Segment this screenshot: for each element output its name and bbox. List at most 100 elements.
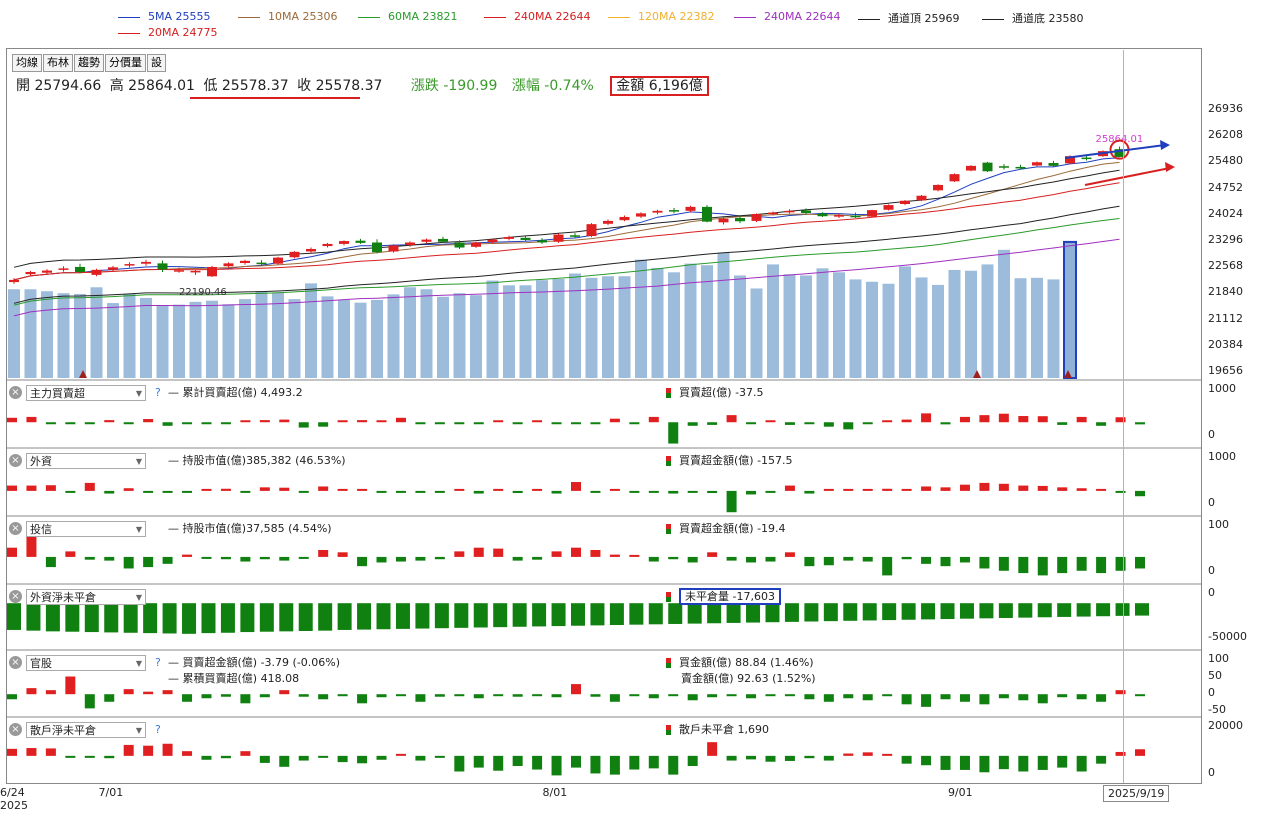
close-icon[interactable]: × [9, 723, 22, 736]
indicator-bar [240, 694, 251, 704]
indicator-tick-label: 50 [1208, 669, 1222, 682]
indicator-bar [823, 603, 838, 622]
indicator-bar [415, 603, 430, 629]
legend-label: 10MA 25306 [268, 10, 338, 23]
help-icon[interactable]: ? [155, 723, 161, 736]
legend-line-swatch [982, 18, 1004, 20]
indicator-bar [337, 694, 348, 697]
volume-bar [503, 285, 515, 378]
indicator-bar [979, 755, 990, 773]
indicator-bar [1037, 485, 1048, 491]
chevron-down-icon: ▼ [135, 389, 142, 398]
candle-body [9, 279, 19, 283]
indicator-bar [765, 490, 776, 493]
candle-body [718, 218, 729, 223]
open-value: 開 25794.66 [16, 78, 102, 94]
volume-bar [338, 299, 350, 378]
indicator-bar [668, 603, 683, 624]
indicator-bar [337, 488, 348, 491]
ma-button[interactable]: 均線 [12, 54, 42, 72]
volume-bar [932, 284, 944, 378]
indicator-bar [1037, 416, 1048, 423]
indicator-bar [298, 490, 309, 493]
indicator-select-label: 官股 [30, 657, 52, 670]
candle-body [256, 262, 267, 265]
indicator-bar [493, 603, 508, 628]
help-icon[interactable]: ? [155, 386, 161, 399]
indicator-bar [1135, 556, 1145, 569]
candle-body [1032, 162, 1042, 166]
indicator-bar [357, 420, 368, 423]
volume-bar [668, 272, 680, 378]
volume-profile-button[interactable]: 分價量 [105, 54, 146, 72]
bollinger-button[interactable]: 布林 [43, 54, 73, 72]
ohlc-readout: 開 25794.66 高 25864.01 低 25578.37 收 25578… [16, 75, 713, 96]
indicator-select[interactable]: 散戶淨未平倉 ▼ [26, 722, 146, 738]
indicator-bar [590, 694, 601, 697]
indicator-bar [415, 694, 426, 702]
indicator-bar [1076, 416, 1087, 423]
indicator-bar [376, 755, 387, 760]
indicator-bar [765, 694, 776, 697]
close-icon[interactable]: × [9, 454, 22, 467]
indicator-bar [532, 603, 547, 627]
indicator-bar [298, 694, 309, 697]
indicator-bar [415, 755, 426, 761]
indicator-bar [201, 422, 212, 425]
close-icon[interactable]: × [9, 522, 22, 535]
indicator-bar [998, 413, 1009, 423]
indicator-bar [357, 694, 368, 704]
indicator-bar [726, 755, 737, 761]
indicator-bar [862, 422, 873, 425]
indicator-bar [84, 603, 99, 633]
candle-body [586, 224, 597, 237]
indicator-bar [7, 485, 17, 491]
volume-bar [866, 281, 878, 378]
indicator-bar [298, 556, 309, 559]
indicator-select[interactable]: 主力買賣超 ▼ [26, 385, 146, 401]
bar-value-text: 散戶未平倉 1,690 [666, 721, 769, 737]
indicator-bar [1076, 694, 1087, 700]
close-icon[interactable]: × [9, 590, 22, 603]
indicator-select[interactable]: 官股 ▼ [26, 655, 146, 671]
volume-bar [206, 300, 218, 378]
indicator-bar [512, 694, 523, 697]
indicator-bar [45, 422, 56, 425]
indicator-bar [921, 694, 932, 707]
indicator-bar [182, 422, 193, 425]
arrow-head-icon [1160, 140, 1170, 150]
indicator-bar [590, 490, 601, 493]
indicator-bar [1037, 755, 1048, 770]
candle-body [603, 220, 613, 224]
close-icon[interactable]: × [9, 386, 22, 399]
indicator-bar [493, 488, 504, 491]
trend-button[interactable]: 趨勢 [74, 54, 104, 72]
indicator-bar [707, 422, 718, 425]
indicator-select[interactable]: 外資淨未平倉 ▼ [26, 589, 146, 605]
legend-label: 240MA 22644 [764, 10, 841, 23]
indicator-bar [1018, 556, 1029, 574]
help-icon[interactable]: ? [155, 656, 161, 669]
indicator-bar [473, 422, 484, 425]
indicator-bar [648, 755, 659, 769]
indicator-bar [687, 490, 698, 493]
volume-bar [998, 249, 1010, 378]
indicator-select[interactable]: 投信 ▼ [26, 521, 146, 537]
indicator-bar [629, 490, 640, 493]
bar-value-text: 買賣超金額(億) -157.5 [666, 452, 793, 468]
indicator-bar [162, 556, 173, 564]
close-icon[interactable]: × [9, 656, 22, 669]
indicator-bar [882, 420, 893, 423]
indicator-select-label: 外資淨未平倉 [30, 591, 96, 604]
volume-bar [123, 293, 136, 378]
indicator-bar [318, 549, 329, 557]
indicator-bar [65, 490, 76, 493]
indicator-bar [979, 482, 990, 491]
volume-bar [288, 299, 301, 378]
indicator-bar [259, 420, 270, 423]
indicator-bar [609, 488, 620, 491]
settings-button[interactable]: 設 [147, 54, 166, 72]
candle-body [207, 266, 217, 277]
indicator-bar [84, 422, 95, 425]
indicator-select[interactable]: 外資 ▼ [26, 453, 146, 469]
